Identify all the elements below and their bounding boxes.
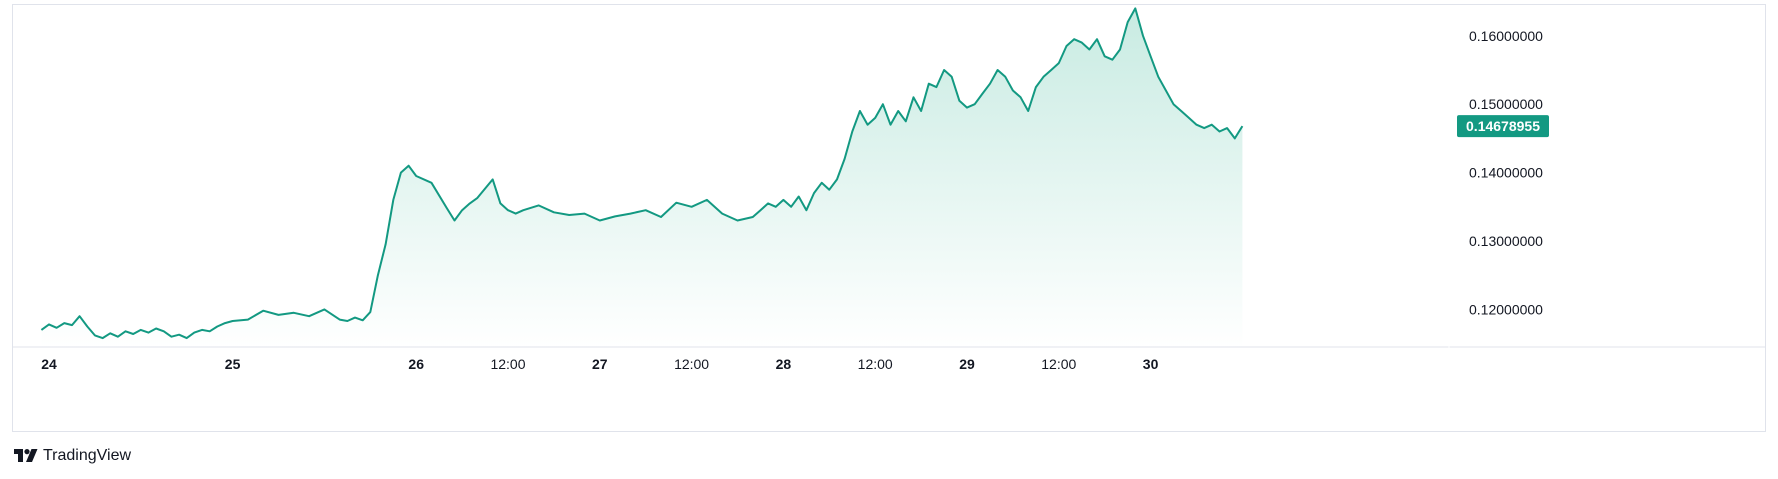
last-price-badge-background [1457, 115, 1549, 138]
time-axis[interactable]: 24 25 26 12:00 27 12:00 28 12:00 29 12:00 30 [41, 356, 1158, 372]
price-tick-label: 0.12000000 [1469, 301, 1543, 317]
price-chart[interactable]: 0.12000000 0.13000000 0.14000000 0.15000000… [13, 5, 1765, 431]
time-tick-label: 26 [408, 356, 424, 372]
time-tick-label: 25 [225, 356, 241, 372]
time-tick-label: 24 [41, 356, 57, 372]
time-tick-label: 12:00 [1041, 356, 1076, 372]
price-tick-label: 0.15000000 [1469, 96, 1543, 112]
price-line[interactable] [40, 7, 1244, 340]
last-price-badge: 0.14678955 [1457, 115, 1549, 138]
last-price-value: 0.14678955 [1466, 118, 1540, 134]
tradingview-logo-icon [14, 449, 38, 462]
brand-name: TradingView [43, 447, 132, 464]
time-tick-label: 27 [592, 356, 608, 372]
time-tick-label: 12:00 [858, 356, 893, 372]
time-tick-label: 12:00 [674, 356, 709, 372]
time-tick-label: 30 [1143, 356, 1159, 372]
price-tick-label: 0.14000000 [1469, 165, 1543, 181]
chart-widget[interactable]: 0.12000000 0.13000000 0.14000000 0.15000000… [12, 4, 1766, 432]
time-tick-label: 28 [776, 356, 792, 372]
plot-area[interactable] [40, 7, 1244, 348]
price-area-fill [41, 8, 1243, 348]
price-tick-label: 0.13000000 [1469, 233, 1543, 249]
time-tick-label: 29 [959, 356, 975, 372]
tradingview-branding[interactable]: TradingView [14, 447, 131, 465]
time-tick-label: 12:00 [490, 356, 525, 372]
price-tick-label: 0.16000000 [1469, 28, 1543, 44]
price-axis[interactable]: 0.12000000 0.13000000 0.14000000 0.15000000… [1469, 28, 1543, 318]
